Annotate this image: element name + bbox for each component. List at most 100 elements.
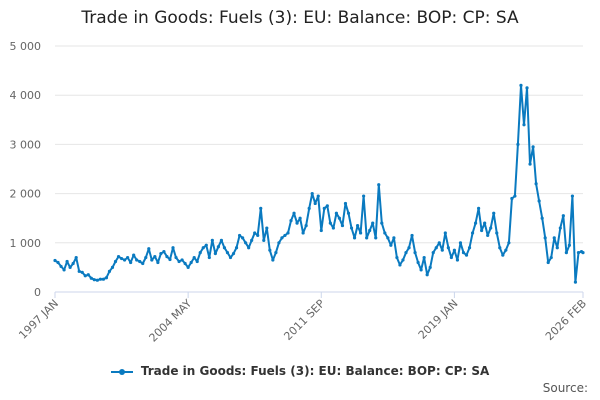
- data-point[interactable]: [119, 256, 124, 261]
- data-point[interactable]: [244, 241, 248, 245]
- data-point[interactable]: [422, 255, 426, 260]
- data-point[interactable]: [480, 228, 484, 233]
- data-point[interactable]: [525, 86, 529, 90]
- data-point[interactable]: [437, 241, 441, 245]
- data-point[interactable]: [380, 221, 384, 225]
- data-point[interactable]: [150, 258, 154, 262]
- data-point[interactable]: [492, 211, 496, 215]
- data-point[interactable]: [434, 246, 438, 250]
- data-point[interactable]: [328, 221, 332, 225]
- data-point[interactable]: [228, 255, 233, 260]
- data-point[interactable]: [440, 248, 444, 252]
- data-point[interactable]: [113, 259, 118, 264]
- data-point[interactable]: [489, 226, 493, 230]
- data-point[interactable]: [222, 246, 227, 250]
- data-point[interactable]: [552, 236, 556, 240]
- data-point[interactable]: [210, 238, 214, 242]
- data-point[interactable]: [581, 251, 585, 255]
- data-point[interactable]: [365, 236, 369, 240]
- data-point[interactable]: [301, 231, 305, 235]
- data-point[interactable]: [159, 252, 163, 256]
- data-point[interactable]: [386, 236, 390, 240]
- data-point[interactable]: [292, 211, 296, 215]
- data-point[interactable]: [337, 216, 342, 220]
- data-point[interactable]: [340, 223, 345, 228]
- data-point[interactable]: [549, 255, 553, 260]
- data-point[interactable]: [555, 246, 559, 250]
- data-point[interactable]: [295, 221, 299, 225]
- data-point[interactable]: [522, 123, 526, 127]
- data-point[interactable]: [122, 258, 127, 262]
- data-point[interactable]: [504, 248, 508, 252]
- data-point[interactable]: [355, 223, 360, 228]
- chart-legend[interactable]: Trade in Goods: Fuels (3): EU: Balance: …: [0, 364, 600, 378]
- data-point[interactable]: [371, 221, 375, 225]
- data-point[interactable]: [513, 194, 517, 198]
- data-point[interactable]: [144, 255, 148, 260]
- data-point[interactable]: [325, 204, 329, 208]
- data-point[interactable]: [467, 246, 472, 250]
- data-point[interactable]: [374, 236, 378, 240]
- data-point[interactable]: [147, 247, 151, 251]
- data-point[interactable]: [313, 201, 317, 206]
- data-point[interactable]: [101, 277, 106, 281]
- data-point[interactable]: [534, 182, 538, 186]
- data-point[interactable]: [274, 251, 278, 255]
- data-point[interactable]: [570, 194, 575, 198]
- data-point[interactable]: [561, 214, 565, 218]
- data-point[interactable]: [283, 233, 287, 238]
- data-point[interactable]: [573, 280, 578, 284]
- data-point[interactable]: [383, 231, 387, 235]
- data-point[interactable]: [62, 268, 66, 272]
- data-point[interactable]: [319, 228, 323, 233]
- data-point[interactable]: [198, 251, 202, 255]
- data-point[interactable]: [256, 233, 260, 238]
- data-point[interactable]: [470, 231, 475, 235]
- data-point[interactable]: [104, 276, 109, 280]
- data-point[interactable]: [495, 231, 499, 235]
- data-point[interactable]: [304, 223, 308, 228]
- data-point[interactable]: [237, 233, 242, 238]
- data-point[interactable]: [461, 251, 466, 255]
- data-point[interactable]: [68, 265, 72, 269]
- data-point[interactable]: [89, 276, 93, 280]
- data-point[interactable]: [189, 260, 193, 265]
- data-point[interactable]: [141, 261, 145, 266]
- data-point[interactable]: [473, 221, 478, 225]
- data-point[interactable]: [567, 243, 571, 247]
- data-point[interactable]: [564, 251, 568, 255]
- data-point[interactable]: [368, 228, 372, 233]
- data-point[interactable]: [231, 252, 236, 256]
- data-point[interactable]: [204, 243, 208, 247]
- data-point[interactable]: [271, 258, 275, 262]
- data-point[interactable]: [219, 238, 224, 242]
- data-point[interactable]: [162, 250, 166, 254]
- data-point[interactable]: [537, 199, 541, 203]
- data-point[interactable]: [531, 145, 535, 149]
- data-point[interactable]: [510, 196, 514, 201]
- data-point[interactable]: [543, 236, 547, 240]
- data-point[interactable]: [449, 255, 453, 260]
- data-point[interactable]: [419, 268, 423, 272]
- data-point[interactable]: [464, 253, 469, 257]
- data-point[interactable]: [201, 246, 205, 250]
- data-point[interactable]: [240, 236, 245, 240]
- data-point[interactable]: [455, 258, 460, 262]
- data-point[interactable]: [507, 241, 511, 245]
- data-point[interactable]: [138, 259, 142, 264]
- data-point[interactable]: [132, 253, 136, 257]
- data-point[interactable]: [171, 246, 175, 250]
- data-point[interactable]: [352, 236, 357, 240]
- data-point[interactable]: [95, 278, 99, 282]
- data-point[interactable]: [135, 258, 139, 262]
- data-point[interactable]: [65, 259, 69, 264]
- data-point[interactable]: [359, 231, 363, 235]
- data-point[interactable]: [280, 236, 284, 240]
- data-point[interactable]: [207, 255, 211, 260]
- data-point[interactable]: [516, 142, 520, 146]
- data-point[interactable]: [268, 248, 272, 252]
- data-point[interactable]: [331, 226, 335, 230]
- data-point[interactable]: [186, 265, 190, 269]
- data-point[interactable]: [110, 265, 115, 269]
- data-point[interactable]: [310, 192, 314, 196]
